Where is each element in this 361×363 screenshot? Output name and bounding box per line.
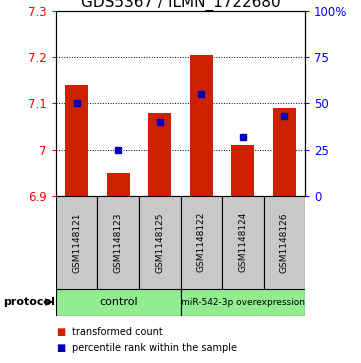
Text: GSM1148126: GSM1148126 bbox=[280, 212, 289, 273]
Bar bbox=[56, 196, 97, 289]
Bar bbox=[97, 196, 139, 289]
Text: miR-542-3p overexpression: miR-542-3p overexpression bbox=[181, 298, 305, 307]
Text: control: control bbox=[99, 297, 138, 307]
Bar bbox=[264, 196, 305, 289]
Bar bbox=[180, 196, 222, 289]
Bar bbox=[148, 113, 171, 196]
Text: percentile rank within the sample: percentile rank within the sample bbox=[72, 343, 237, 353]
Bar bbox=[65, 85, 88, 196]
Bar bbox=[56, 289, 180, 316]
Bar bbox=[139, 196, 180, 289]
Bar bbox=[273, 108, 296, 196]
Text: GSM1148122: GSM1148122 bbox=[197, 212, 206, 273]
Text: transformed count: transformed count bbox=[72, 327, 163, 337]
Bar bbox=[231, 145, 254, 196]
Text: GSM1148123: GSM1148123 bbox=[114, 212, 123, 273]
Bar bbox=[190, 55, 213, 196]
Text: protocol: protocol bbox=[4, 297, 56, 307]
Text: GSM1148124: GSM1148124 bbox=[238, 212, 247, 273]
Text: GSM1148121: GSM1148121 bbox=[72, 212, 81, 273]
Text: ■: ■ bbox=[56, 343, 65, 353]
Text: ■: ■ bbox=[56, 327, 65, 337]
Text: GSM1148125: GSM1148125 bbox=[155, 212, 164, 273]
Bar bbox=[180, 289, 305, 316]
Title: GDS5367 / ILMN_1722680: GDS5367 / ILMN_1722680 bbox=[81, 0, 280, 11]
Bar bbox=[222, 196, 264, 289]
Bar bbox=[107, 173, 130, 196]
